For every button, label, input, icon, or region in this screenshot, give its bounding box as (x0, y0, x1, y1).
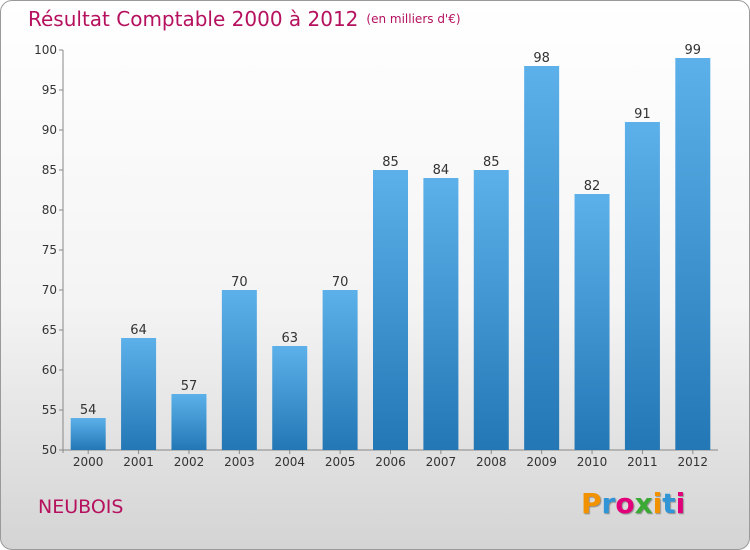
data-label: 63 (281, 331, 298, 346)
y-tick-label: 100 (34, 43, 57, 57)
data-label: 85 (483, 155, 500, 170)
bar (574, 194, 610, 450)
y-tick-label: 55 (42, 403, 57, 417)
data-label: 85 (382, 155, 399, 170)
logo-letter: i (675, 487, 686, 520)
chart-title: Résultat Comptable 2000 à 2012 (en millie… (28, 7, 461, 31)
bar (624, 122, 660, 450)
x-tick-label: 2002 (174, 455, 205, 469)
x-tick-label: 2003 (224, 455, 255, 469)
y-tick-label: 95 (42, 83, 57, 97)
bar (221, 290, 257, 450)
y-tick-label: 85 (42, 163, 57, 177)
logo-letter: P (581, 487, 602, 520)
logo-letter: o (615, 487, 635, 520)
data-label: 98 (533, 51, 550, 66)
bar (121, 338, 157, 450)
x-tick-label: 2004 (274, 455, 305, 469)
logo-letter: x (634, 487, 653, 520)
bar (675, 58, 711, 450)
x-tick-label: 2001 (123, 455, 154, 469)
data-label: 70 (332, 275, 349, 290)
x-tick-label: 2011 (627, 455, 658, 469)
x-tick-label: 2007 (426, 455, 457, 469)
y-tick-label: 70 (42, 283, 57, 297)
commune-name: NEUBOIS (38, 496, 124, 518)
chart-subtitle: (en milliers d'€) (366, 12, 461, 26)
data-label: 54 (80, 403, 97, 418)
x-tick-label: 2006 (375, 455, 406, 469)
bar (373, 170, 408, 450)
chart-title-text: Résultat Comptable 2000 à 2012 (28, 7, 359, 31)
bar (322, 290, 358, 450)
bar (524, 66, 560, 450)
data-label: 82 (584, 179, 601, 194)
x-tick-label: 2005 (325, 455, 356, 469)
logo-letter: r (601, 487, 616, 520)
data-label: 70 (231, 275, 248, 290)
x-tick-label: 2009 (526, 455, 557, 469)
data-label: 91 (634, 107, 651, 122)
data-label: 57 (181, 379, 198, 394)
logo-letter: t (662, 487, 676, 520)
bar (272, 346, 308, 450)
y-tick-label: 90 (42, 123, 57, 137)
data-label: 64 (130, 323, 147, 338)
y-tick-label: 60 (42, 363, 57, 377)
bar (70, 418, 106, 450)
x-tick-label: 2012 (678, 455, 709, 469)
y-tick-label: 65 (42, 323, 57, 337)
y-tick-label: 50 (42, 443, 57, 457)
data-label: 99 (685, 43, 702, 58)
y-tick-label: 75 (42, 243, 57, 257)
logo-letter: i (652, 487, 663, 520)
x-tick-label: 2010 (577, 455, 608, 469)
bar (171, 394, 207, 450)
x-tick-label: 2000 (73, 455, 104, 469)
data-label: 84 (433, 163, 450, 178)
x-tick-label: 2008 (476, 455, 507, 469)
y-tick-label: 80 (42, 203, 57, 217)
bar (473, 170, 509, 450)
bar (423, 178, 459, 450)
chart-bars: 54 64 57 70 63 70 85 84 85 98 82 91 99 (70, 43, 711, 450)
proxiti-logo: Proxiti (581, 487, 685, 520)
